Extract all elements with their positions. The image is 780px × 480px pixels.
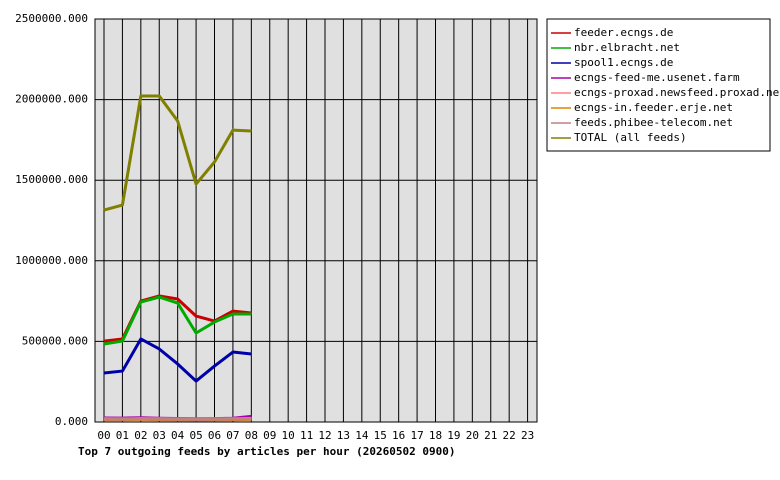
x-tick-label: 07 (226, 429, 239, 442)
x-tick-label: 09 (263, 429, 276, 442)
y-tick-label: 500000.000 (22, 334, 88, 347)
legend-label: ecngs-in.feeder.erje.net (574, 101, 733, 114)
x-tick-label: 20 (466, 429, 479, 442)
x-tick-label: 18 (429, 429, 442, 442)
x-tick-label: 08 (245, 429, 258, 442)
chart-title: Top 7 outgoing feeds by articles per hou… (78, 445, 456, 458)
x-tick-label: 16 (392, 429, 405, 442)
legend-label: TOTAL (all feeds) (574, 131, 687, 144)
series-line (103, 94, 252, 212)
legend-label: spool1.ecngs.de (574, 56, 673, 69)
x-tick-label: 10 (282, 429, 295, 442)
legend-label: ecngs-feed-me.usenet.farm (574, 71, 740, 84)
x-tick-label: 00 (97, 429, 110, 442)
x-tick-label: 01 (116, 429, 129, 442)
x-tick-label: 14 (355, 429, 369, 442)
x-tick-label: 19 (447, 429, 460, 442)
legend-label: nbr.elbracht.net (574, 41, 680, 54)
y-tick-label: 1500000.000 (15, 173, 88, 186)
x-tick-label: 21 (484, 429, 497, 442)
legend-box (546, 18, 771, 152)
x-tick-label: 03 (153, 429, 166, 442)
x-tick-label: 06 (208, 429, 221, 442)
y-tick-label: 1000000.000 (15, 254, 88, 267)
legend-label: feeder.ecngs.de (574, 26, 673, 39)
legend-label: ecngs-proxad.newsfeed.proxad.net (574, 86, 780, 99)
plot-area (94, 18, 538, 423)
y-tick-label: 2000000.000 (15, 93, 88, 106)
x-tick-label: 22 (503, 429, 516, 442)
series-line (103, 337, 252, 383)
x-tick-label: 23 (521, 429, 534, 442)
y-tick-label: 2500000.000 (15, 12, 88, 25)
x-tick-label: 04 (171, 429, 185, 442)
legend-label: feeds.phibee-telecom.net (574, 116, 733, 129)
x-tick-label: 13 (337, 429, 350, 442)
x-tick-label: 15 (374, 429, 387, 442)
series-line (103, 295, 252, 346)
x-tick-label: 11 (300, 429, 313, 442)
x-tick-label: 12 (318, 429, 331, 442)
x-tick-label: 17 (410, 429, 423, 442)
y-tick-label: 0.000 (55, 415, 88, 428)
x-tick-label: 02 (134, 429, 147, 442)
x-tick-label: 05 (189, 429, 202, 442)
